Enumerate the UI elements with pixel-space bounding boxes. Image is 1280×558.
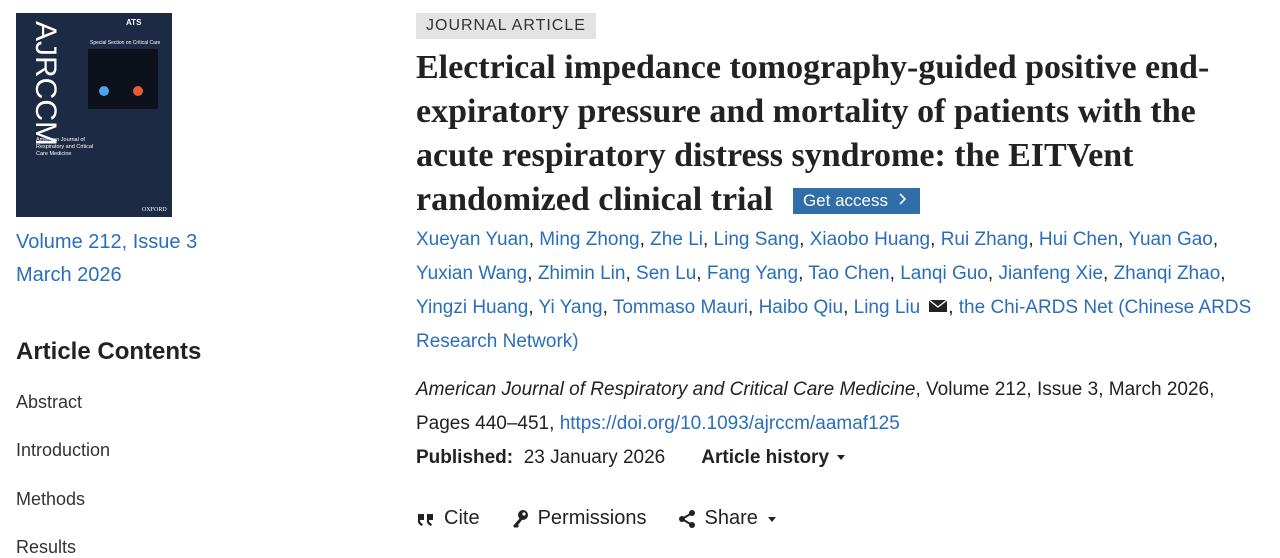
- published-date: 23 January 2026: [523, 447, 666, 468]
- published-row: Published: 23 January 2026 Article histor…: [416, 443, 848, 473]
- author: Ling Liu: [843, 297, 948, 318]
- author-link[interactable]: Jianfeng Xie: [998, 263, 1104, 284]
- author: Yuan Gao: [1118, 229, 1213, 250]
- author: Yi Yang: [528, 297, 602, 318]
- author-link[interactable]: Hui Chen: [1038, 229, 1119, 250]
- author: Tao Chen: [798, 263, 890, 284]
- author: Zhanqi Zhao: [1103, 263, 1220, 284]
- author-link[interactable]: Ming Zhong: [539, 229, 640, 250]
- author-link[interactable]: Ling Sang: [713, 229, 800, 250]
- author-link[interactable]: Yuan Gao: [1128, 229, 1213, 250]
- action-bar: Cite Permissions Share: [416, 507, 778, 530]
- cover-abbr: AJRCCM: [29, 21, 62, 146]
- journal-cover[interactable]: AJRCCM ATS Special Section on Critical C…: [16, 13, 172, 217]
- action-button[interactable]: Permissions: [510, 507, 647, 530]
- contents-item[interactable]: Introduction: [16, 440, 111, 460]
- author: Rui Zhang: [930, 229, 1028, 250]
- cover-journal-name: American Journal of Respiratory and Crit…: [36, 137, 94, 157]
- contents-item[interactable]: Abstract: [16, 392, 83, 412]
- doi-link[interactable]: https://doi.org/10.1093/ajrccm/aamaf125: [559, 413, 900, 434]
- author-link[interactable]: Fang Yang: [706, 263, 799, 284]
- title-text: Electrical impedance tomography-guided p…: [416, 49, 1210, 218]
- author-link[interactable]: Yi Yang: [538, 297, 603, 318]
- author-link[interactable]: Xiaobo Huang: [809, 229, 931, 250]
- page: AJRCCM ATS Special Section on Critical C…: [16, 13, 1266, 557]
- contents-item[interactable]: Results: [16, 537, 77, 557]
- action-icon: [417, 513, 433, 526]
- author-link[interactable]: Sen Lu: [636, 263, 697, 284]
- action-button[interactable]: Cite: [416, 507, 480, 530]
- email-icon[interactable]: [928, 299, 948, 313]
- author-list: Xueyan Yuan Ming Zhong Zhe Li Ling Sang Xiao…: [416, 223, 1266, 359]
- action-button[interactable]: Share: [677, 507, 778, 530]
- author-link[interactable]: Yingzi Huang: [416, 297, 529, 318]
- cover-society: ATS: [126, 18, 142, 27]
- author-link[interactable]: Haibo Qiu: [758, 297, 844, 318]
- action-icon: [678, 509, 695, 528]
- dropdown-icon: [767, 516, 776, 522]
- get-access-button[interactable]: Get access: [792, 188, 920, 214]
- action-label: Permissions: [537, 507, 647, 529]
- author-link[interactable]: the Chi-ARDS Net (Chinese ARDS Research …: [416, 297, 1252, 352]
- author-link[interactable]: Tao Chen: [808, 263, 890, 284]
- author: Fang Yang: [696, 263, 798, 284]
- action-icon: [512, 509, 528, 528]
- author-link[interactable]: Ling Liu: [853, 297, 921, 318]
- author-link[interactable]: Yuxian Wang: [416, 263, 528, 284]
- published-label: Published:: [416, 447, 514, 468]
- article-type: JOURNAL ARTICLE: [416, 13, 596, 39]
- author: Tommaso Mauri: [603, 297, 748, 318]
- author: Hui Chen: [1028, 229, 1118, 250]
- issue-volume[interactable]: Volume 212, Issue 3: [16, 231, 198, 253]
- dropdown-icon: [837, 455, 846, 460]
- author: Zhe Li: [640, 229, 703, 250]
- author-link[interactable]: Tommaso Mauri: [612, 297, 748, 318]
- chevron-icon: [899, 193, 907, 205]
- author-link[interactable]: Lanqi Guo: [900, 263, 988, 284]
- author: Xiaobo Huang: [799, 229, 930, 250]
- author-link[interactable]: Xueyan Yuan: [416, 229, 529, 250]
- author-link[interactable]: Zhe Li: [650, 229, 703, 250]
- author: Ming Zhong: [529, 229, 640, 250]
- author-link[interactable]: Zhimin Lin: [537, 263, 626, 284]
- contents-item[interactable]: Methods: [16, 489, 86, 509]
- author: Sen Lu: [625, 263, 696, 284]
- author: Haibo Qiu: [748, 297, 843, 318]
- article-history[interactable]: Article history: [701, 447, 830, 468]
- action-label: Share: [704, 507, 758, 529]
- cover-section: Special Section on Critical Care: [90, 40, 161, 46]
- action-label: Cite: [444, 507, 480, 529]
- author: Ling Sang: [703, 229, 799, 250]
- article-title: Electrical impedance tomography-guided p…: [416, 46, 1246, 222]
- citation: American Journal of Respiratory and Crit…: [416, 373, 1246, 441]
- author-link[interactable]: Zhanqi Zhao: [1113, 263, 1221, 284]
- button-label: Get access: [802, 191, 888, 210]
- author: Jianfeng Xie: [988, 263, 1103, 284]
- author: Zhimin Lin: [527, 263, 625, 284]
- author: Xueyan Yuan: [416, 229, 529, 250]
- author: Lanqi Guo: [890, 263, 988, 284]
- citation-details: , Volume 212, Issue 3, March 2026, Pages…: [416, 379, 1215, 434]
- contents-heading: Article Contents: [16, 338, 202, 365]
- cover-publisher: OXFORD: [142, 207, 167, 213]
- issue-date[interactable]: March 2026: [16, 264, 122, 286]
- journal-name: American Journal of Respiratory and Crit…: [416, 379, 916, 400]
- author-link[interactable]: Rui Zhang: [940, 229, 1029, 250]
